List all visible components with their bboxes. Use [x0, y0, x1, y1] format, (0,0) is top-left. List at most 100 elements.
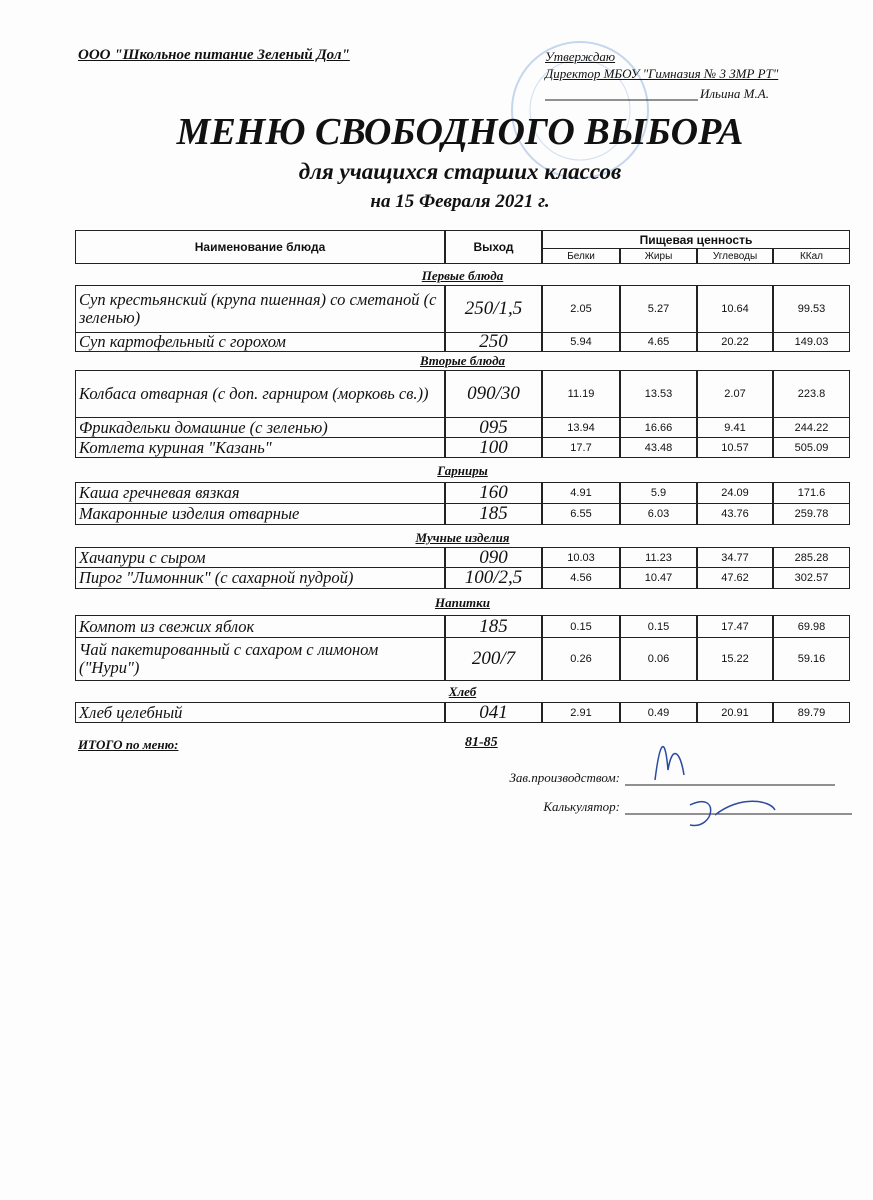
nutrient-value: 10.03	[542, 547, 620, 568]
organization: ООО "Школьное питание Зеленый Дол"	[78, 47, 350, 63]
dish-yield: 041	[445, 702, 542, 723]
nutrient-value: 17.47	[697, 615, 773, 638]
section-title: Мучные изделия	[415, 530, 510, 545]
dish-yield: 160	[445, 482, 542, 504]
dish-yield: 090/30	[445, 370, 542, 418]
nutrient-value: 285.28	[773, 547, 850, 568]
nutrient-value: 0.06	[620, 637, 697, 681]
column-header: Наименование блюда	[75, 230, 445, 264]
nutrient-value: 47.62	[697, 567, 773, 589]
nutrient-value: 0.26	[542, 637, 620, 681]
nutrient-value: 6.55	[542, 503, 620, 525]
nutrient-value: 5.94	[542, 332, 620, 352]
nutrient-value: 10.57	[697, 437, 773, 458]
dish-name: Макаронные изделия отварные	[75, 503, 445, 525]
column-subheader: Жиры	[620, 248, 697, 264]
nutrient-value: 20.91	[697, 702, 773, 723]
dish-yield: 185	[445, 503, 542, 525]
section-title: Гарниры	[437, 463, 488, 478]
column-subheader: Белки	[542, 248, 620, 264]
dish-name: Хлеб целебный	[75, 702, 445, 723]
nutrient-value: 59.16	[773, 637, 850, 681]
dish-name: Фрикадельки домашние (с зеленью)	[75, 417, 445, 438]
nutrient-value: 89.79	[773, 702, 850, 723]
nutrient-value: 259.78	[773, 503, 850, 525]
nutrient-value: 69.98	[773, 615, 850, 638]
nutrient-value: 99.53	[773, 285, 850, 333]
dish-yield: 095	[445, 417, 542, 438]
nutrient-value: 13.53	[620, 370, 697, 418]
approval-label: Утверждаю	[545, 49, 616, 64]
nutrient-value: 11.23	[620, 547, 697, 568]
column-subheader: Углеводы	[697, 248, 773, 264]
subtitle: для учащихся старших классов	[298, 159, 622, 184]
nutrient-value: 2.07	[697, 370, 773, 418]
nutrient-value: 24.09	[697, 482, 773, 504]
approval-name: Ильина М.А.	[700, 86, 769, 101]
dish-name: Суп картофельный с горохом	[75, 332, 445, 352]
total-label: ИТОГО по меню:	[78, 737, 179, 752]
signature-label: Калькулятор:	[543, 799, 620, 814]
dish-yield: 185	[445, 615, 542, 638]
nutrient-value: 2.05	[542, 285, 620, 333]
nutrient-value: 0.15	[542, 615, 620, 638]
dish-name: Чай пакетированный с сахаром с лимоном (…	[75, 637, 445, 681]
nutrient-value: 302.57	[773, 567, 850, 589]
nutrient-value: 43.48	[620, 437, 697, 458]
section-title: Вторые блюда	[419, 353, 506, 368]
dish-name: Колбаса отварная (с доп. гарниром (морко…	[75, 370, 445, 418]
nutrient-value: 149.03	[773, 332, 850, 352]
nutrient-value: 10.64	[697, 285, 773, 333]
dish-name: Пирог "Лимонник" (с сахарной пудрой)	[75, 567, 445, 589]
signature	[689, 800, 776, 826]
nutrient-value: 5.27	[620, 285, 697, 333]
dish-name: Котлета куриная "Казань"	[75, 437, 445, 458]
nutrient-value: 20.22	[697, 332, 773, 352]
nutrient-value: 11.19	[542, 370, 620, 418]
dish-yield: 250	[445, 332, 542, 352]
nutrient-value: 171.6	[773, 482, 850, 504]
dish-name: Суп крестьянский (крупа пшенная) со смет…	[75, 285, 445, 333]
approval-position: Директор МБОУ "Гимназия № 3 ЗМР РТ"	[545, 66, 779, 81]
nutrient-value: 6.03	[620, 503, 697, 525]
nutrient-value: 505.09	[773, 437, 850, 458]
total-value: 81-85	[465, 735, 498, 750]
nutrient-value: 34.77	[697, 547, 773, 568]
nutrient-value: 223.8	[773, 370, 850, 418]
nutrient-value: 5.9	[620, 482, 697, 504]
nutrient-value: 16.66	[620, 417, 697, 438]
nutrient-value: 4.91	[542, 482, 620, 504]
section-title: Напитки	[434, 595, 490, 610]
dish-yield: 090	[445, 547, 542, 568]
nutrient-value: 4.56	[542, 567, 620, 589]
date: на 15 Февраля 2021 г.	[370, 191, 550, 212]
section-title: Первые блюда	[421, 268, 504, 283]
nutrient-value: 4.65	[620, 332, 697, 352]
dish-yield: 200/7	[445, 637, 542, 681]
stamp	[511, 41, 649, 179]
dish-name: Каша гречневая вязкая	[75, 482, 445, 504]
dish-name: Хачапури с сыром	[75, 547, 445, 568]
nutrient-value: 10.47	[620, 567, 697, 589]
column-header: Пищевая ценность	[542, 230, 850, 249]
stamp-inner	[529, 59, 631, 161]
nutrient-value: 15.22	[697, 637, 773, 681]
dish-yield: 100/2,5	[445, 567, 542, 589]
nutrient-value: 17.7	[542, 437, 620, 458]
nutrient-value: 13.94	[542, 417, 620, 438]
nutrient-value: 0.15	[620, 615, 697, 638]
nutrient-value: 2.91	[542, 702, 620, 723]
dish-yield: 100	[445, 437, 542, 458]
title: МЕНЮ СВОБОДНОГО ВЫБОРА	[176, 111, 744, 153]
nutrient-value: 9.41	[697, 417, 773, 438]
signature	[654, 746, 685, 781]
section-title: Хлеб	[448, 684, 477, 699]
nutrient-value: 0.49	[620, 702, 697, 723]
column-header: Выход	[445, 230, 542, 264]
signature-label: Зав.производством:	[509, 770, 620, 785]
nutrient-value: 43.76	[697, 503, 773, 525]
column-subheader: ККал	[773, 248, 850, 264]
nutrient-value: 244.22	[773, 417, 850, 438]
